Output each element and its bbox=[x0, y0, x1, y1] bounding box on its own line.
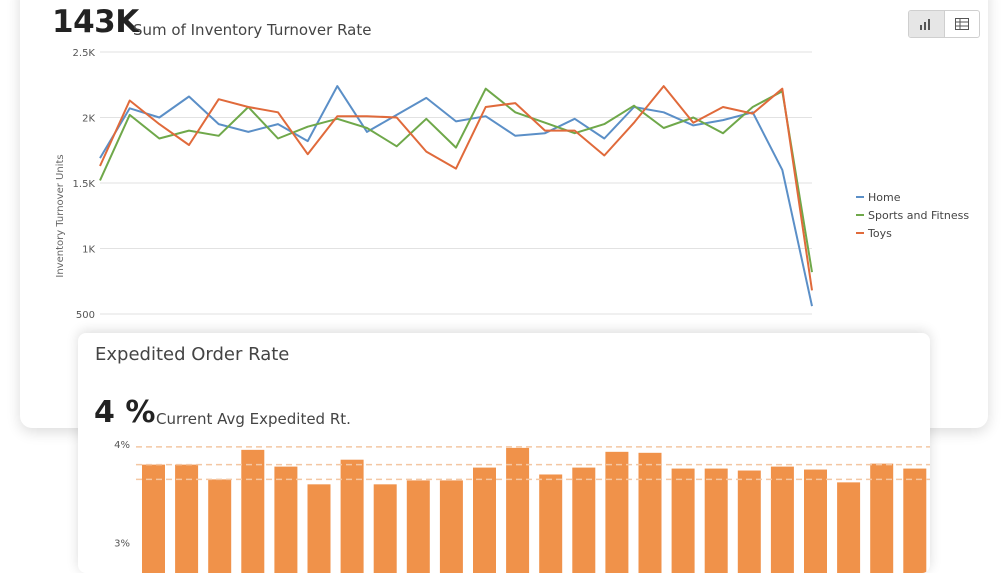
y-tick-label: 2K bbox=[82, 114, 95, 125]
view-toggle bbox=[908, 10, 980, 38]
bar bbox=[406, 480, 430, 573]
bar bbox=[208, 479, 232, 573]
bar bbox=[439, 480, 463, 573]
bar bbox=[241, 449, 265, 573]
bar bbox=[274, 466, 298, 573]
expedited-bar-chart: 4% 3% bbox=[114, 440, 930, 573]
legend-label: Toys bbox=[868, 226, 892, 240]
total-turnover-value: 143K bbox=[52, 4, 139, 40]
y-tick-label: 1.5K bbox=[73, 179, 96, 190]
y-tick-label: 3% bbox=[114, 538, 130, 549]
line-chart-legend: Home Sports and Fitness Toys bbox=[856, 188, 969, 242]
series-line-sports-and-fitness bbox=[99, 87, 813, 273]
bar bbox=[704, 468, 728, 573]
bar bbox=[870, 463, 894, 573]
legend-item-toys[interactable]: Toys bbox=[856, 224, 969, 242]
bar bbox=[804, 469, 827, 573]
legend-item-home[interactable]: Home bbox=[856, 188, 969, 206]
turnover-line-chart: 2.5K 2K 1.5K 1K 500 Inventory Turnover Units bbox=[55, 48, 813, 321]
table-icon bbox=[954, 18, 969, 30]
bar-chart-icon bbox=[920, 19, 931, 30]
bar bbox=[605, 451, 629, 573]
legend-swatch bbox=[856, 196, 864, 198]
y-tick-label: 1K bbox=[82, 245, 95, 256]
legend-swatch bbox=[856, 232, 864, 234]
bar bbox=[737, 470, 761, 573]
bar bbox=[837, 482, 861, 573]
bar bbox=[473, 467, 496, 573]
legend-swatch bbox=[856, 214, 864, 216]
expedited-rate-caption: Current Avg Expedited Rt. bbox=[156, 410, 351, 428]
series-line-home bbox=[99, 85, 813, 307]
bar bbox=[572, 467, 596, 573]
table-view-button[interactable] bbox=[945, 11, 980, 37]
y-tick-label: 500 bbox=[76, 310, 95, 321]
bar bbox=[903, 468, 927, 573]
chart-view-button[interactable] bbox=[909, 11, 945, 37]
card-title: Expedited Order Rate bbox=[95, 344, 290, 365]
bar bbox=[175, 464, 199, 573]
total-turnover-caption: Sum of Inventory Turnover Rate bbox=[133, 21, 372, 39]
expedited-rate-value: 4 % bbox=[94, 395, 156, 430]
legend-item-sports-and-fitness[interactable]: Sports and Fitness bbox=[856, 206, 969, 224]
y-tick-label: 4% bbox=[114, 440, 130, 451]
bar bbox=[373, 484, 397, 573]
bar bbox=[671, 468, 695, 573]
bar bbox=[539, 474, 563, 573]
legend-label: Sports and Fitness bbox=[868, 208, 970, 222]
bar bbox=[638, 452, 662, 573]
expedited-order-card: Expedited Order Rate 4 % Current Avg Exp… bbox=[78, 333, 930, 573]
bar bbox=[506, 447, 530, 573]
bar bbox=[770, 466, 794, 573]
bar bbox=[142, 464, 165, 573]
y-tick-label: 2.5K bbox=[73, 48, 96, 59]
bar bbox=[307, 484, 331, 573]
legend-label: Home bbox=[868, 190, 901, 204]
y-axis-label: Inventory Turnover Units bbox=[55, 154, 66, 277]
bar bbox=[340, 459, 364, 573]
series-line-toys bbox=[99, 85, 813, 291]
